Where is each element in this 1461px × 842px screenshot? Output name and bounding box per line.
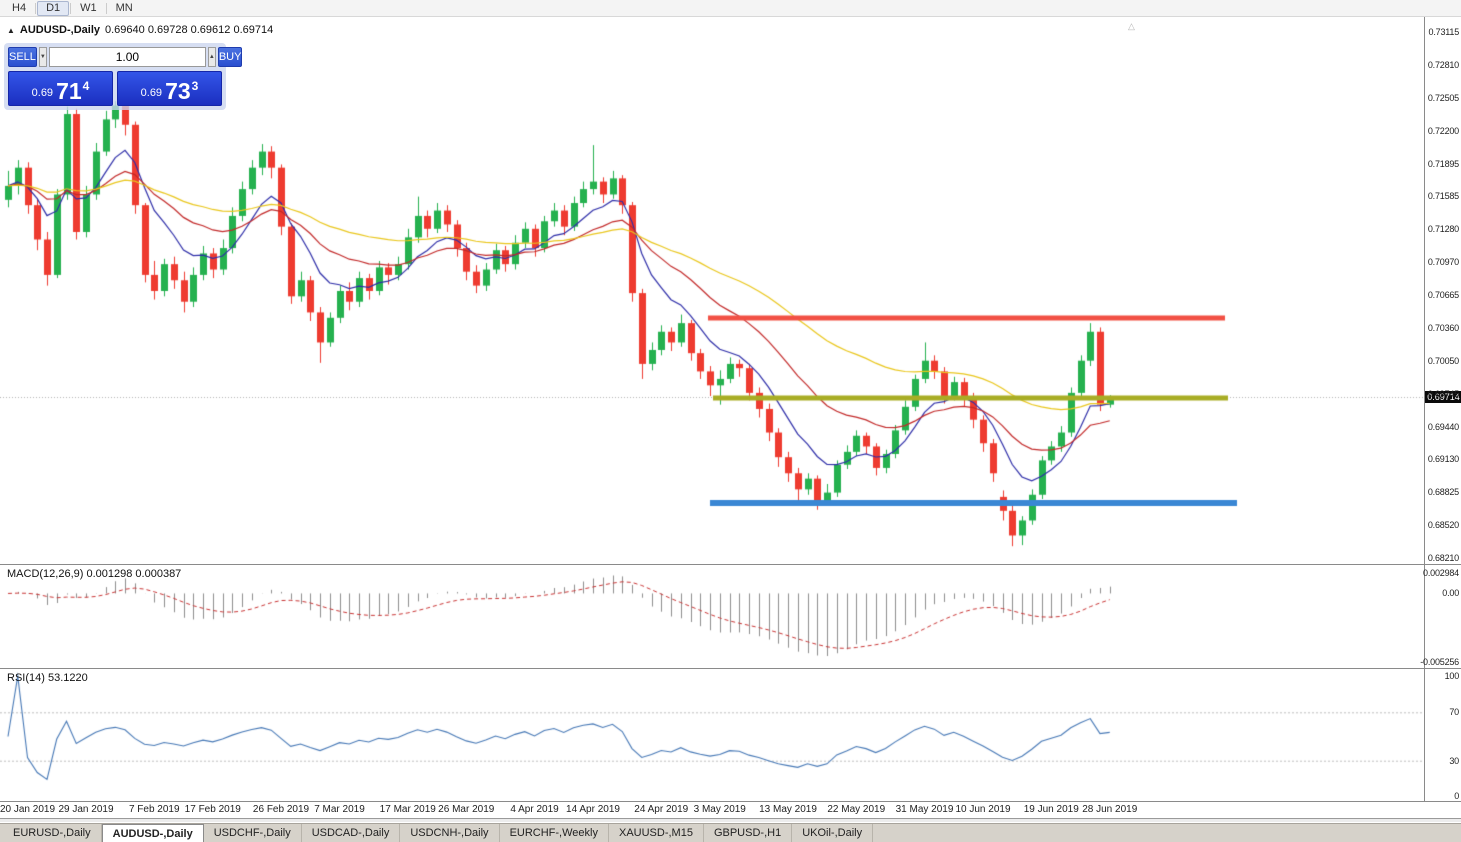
chart-tab-eurchf-weekly[interactable]: EURCHF-,Weekly (500, 824, 609, 842)
tf-button-w1[interactable]: W1 (80, 1, 97, 14)
date-tick-label: 22 May 2019 (827, 804, 886, 815)
chart-tab-xauusd-m15[interactable]: XAUUSD-,M15 (609, 824, 704, 842)
price-tick-label: 0.69130 (1427, 454, 1459, 465)
tf-button-mn[interactable]: MN (115, 1, 133, 14)
ask-price-display[interactable]: 0.69 73 3 (117, 71, 222, 106)
bid-price-prefix: 0.69 (31, 87, 54, 99)
toolbar-separator (70, 2, 72, 14)
rsi-tick-label: 70 (1449, 707, 1459, 717)
chart-ohlc-values: 0.69640 0.69728 0.69612 0.69714 (105, 24, 274, 36)
date-tick-label: 14 Apr 2019 (566, 804, 620, 815)
toolbar-separator (35, 2, 37, 14)
price-tick-label: 0.70665 (1427, 290, 1459, 300)
date-tick-label: 26 Feb 2019 (252, 804, 310, 815)
rsi-tick-label: 0 (1454, 791, 1459, 801)
price-tick-label: 0.70360 (1427, 322, 1459, 333)
toolbar-separator (105, 2, 107, 14)
macd-header: MACD(12,26,9) 0.001298 0.000387 (7, 568, 181, 580)
date-tick-label: 4 Apr 2019 (510, 804, 559, 815)
date-tick-label: 13 May 2019 (759, 804, 817, 815)
rsi-panel[interactable]: RSI(14) 53.1220 100 70 30 0 (0, 668, 1461, 801)
tf-button-h4[interactable]: H4 (12, 1, 27, 14)
rsi-header: RSI(14) 53.1220 (7, 672, 88, 684)
buy-button[interactable]: BUY (217, 47, 243, 67)
status-divider (0, 818, 1461, 823)
price-tick-label: 0.72810 (1427, 59, 1459, 70)
price-tick-label: 0.69745 (1427, 388, 1459, 399)
price-tick-label: 0.70970 (1427, 257, 1459, 268)
chart-tab-eurusd-daily[interactable]: EURUSD-,Daily (3, 824, 102, 842)
ask-price-pips: 73 (165, 78, 191, 104)
rsi-tick-label: 100 (1444, 671, 1460, 681)
chart-tabs-bar: EURUSD-,Daily AUDUSD-,Daily USDCHF-,Daily U… (0, 823, 1461, 842)
date-tick-label: 17 Mar 2019 (379, 804, 436, 815)
one-click-collapse-icon[interactable]: ▲ (7, 25, 15, 35)
price-tick-label: 0.73115 (1428, 27, 1460, 37)
one-click-trade-panel: SELL ▼ ▲ BUY 0.69 71 4 0.69 73 3 (4, 43, 243, 110)
macd-label: MACD(12,26,9) (7, 568, 84, 580)
macd-axis: 0.002984 0.00 -0.005256 (1420, 565, 1461, 668)
price-tick-label: 0.71895 (1427, 158, 1459, 169)
ask-price-point: 3 (191, 79, 199, 93)
chart-tab-ukoil-daily[interactable]: UKOil-,Daily (792, 824, 874, 842)
rsi-label: RSI(14) (7, 672, 45, 684)
volume-increment-button[interactable]: ▲ (207, 47, 216, 67)
tf-button-d1[interactable]: D1 (37, 0, 70, 16)
date-tick-label: 31 May 2019 (895, 804, 954, 815)
bid-price-point: 4 (82, 79, 90, 93)
chart-tab-audusd-daily[interactable]: AUDUSD-,Daily (101, 824, 204, 842)
rsi-canvas[interactable] (0, 669, 1424, 801)
chart-tab-usdcnh-daily[interactable]: USDCNH-,Daily (400, 824, 500, 842)
date-tick-label: 26 Mar 2019 (438, 804, 495, 815)
macd-tick-label: -0.005256 (1420, 657, 1459, 667)
current-price-tag: 0.69714 (1425, 390, 1461, 403)
price-tick-label: 0.68210 (1427, 553, 1459, 563)
price-tick-label: 0.72200 (1427, 125, 1459, 136)
date-tick-label: 24 Apr 2019 (634, 804, 689, 815)
date-tick-label: 20 Jan 2019 (0, 804, 56, 815)
price-axis[interactable]: 0.69714 0.73115 0.72810 0.72505 0.72200 0.71… (1424, 17, 1461, 564)
chart-tab-usdchf-daily[interactable]: USDCHF-,Daily (204, 824, 302, 842)
price-tick-label: 0.70050 (1427, 355, 1459, 366)
volume-decrement-button[interactable]: ▼ (38, 47, 47, 67)
bid-price-display[interactable]: 0.69 71 4 (8, 71, 113, 106)
date-tick-label: 28 Jun 2019 (1082, 804, 1138, 815)
rsi-value: 53.1220 (47, 672, 88, 684)
price-tick-label: 0.69440 (1427, 421, 1459, 432)
macd-canvas[interactable] (0, 565, 1424, 668)
ask-price-prefix: 0.69 (140, 87, 163, 99)
chart-header: ▲ AUDUSD-,Daily 0.69640 0.69728 0.69612 … (7, 24, 273, 36)
sell-button[interactable]: SELL (8, 47, 37, 67)
price-tick-label: 0.68825 (1427, 487, 1459, 498)
macd-tick-label: 0.002984 (1423, 568, 1459, 578)
date-axis[interactable]: 20 Jan 2019 29 Jan 2019 7 Feb 2019 17 Feb 2… (0, 801, 1461, 818)
price-tick-label: 0.68520 (1427, 520, 1459, 531)
date-tick-label: 3 May 2019 (693, 804, 746, 815)
main-chart-window[interactable]: ▲ AUDUSD-,Daily 0.69640 0.69728 0.69612 … (0, 17, 1461, 564)
macd-values: 0.001298 0.000387 (86, 568, 182, 580)
date-tick-label: 7 Feb 2019 (128, 804, 180, 815)
candlestick-canvas[interactable] (0, 17, 1424, 564)
timeframe-toolbar: H4 D1 W1 MN (0, 0, 1461, 17)
date-tick-label: 29 Jan 2019 (58, 804, 114, 815)
chart-shift-marker-icon[interactable]: △ (1128, 21, 1135, 31)
chart-tab-gbpusd-h1[interactable]: GBPUSD-,H1 (704, 824, 793, 842)
rsi-tick-label: 30 (1449, 756, 1459, 766)
price-tick-label: 0.72505 (1427, 92, 1459, 103)
macd-tick-label: 0.00 (1442, 588, 1459, 598)
date-tick-label: 17 Feb 2019 (184, 804, 241, 815)
volume-input[interactable] (48, 47, 206, 67)
chart-tab-usdcad-daily[interactable]: USDCAD-,Daily (302, 824, 401, 842)
bid-price-pips: 71 (56, 78, 82, 104)
chart-symbol-title: AUDUSD-,Daily (19, 24, 100, 36)
date-tick-label: 19 Jun 2019 (1023, 804, 1079, 815)
rsi-axis: 100 70 30 0 (1424, 669, 1461, 801)
date-tick-label: 7 Mar 2019 (314, 804, 365, 815)
date-tick-label: 10 Jun 2019 (955, 804, 1011, 815)
price-tick-label: 0.71585 (1427, 191, 1459, 202)
price-tick-label: 0.71280 (1427, 224, 1459, 235)
macd-panel[interactable]: MACD(12,26,9) 0.001298 0.000387 0.002984… (0, 564, 1461, 668)
